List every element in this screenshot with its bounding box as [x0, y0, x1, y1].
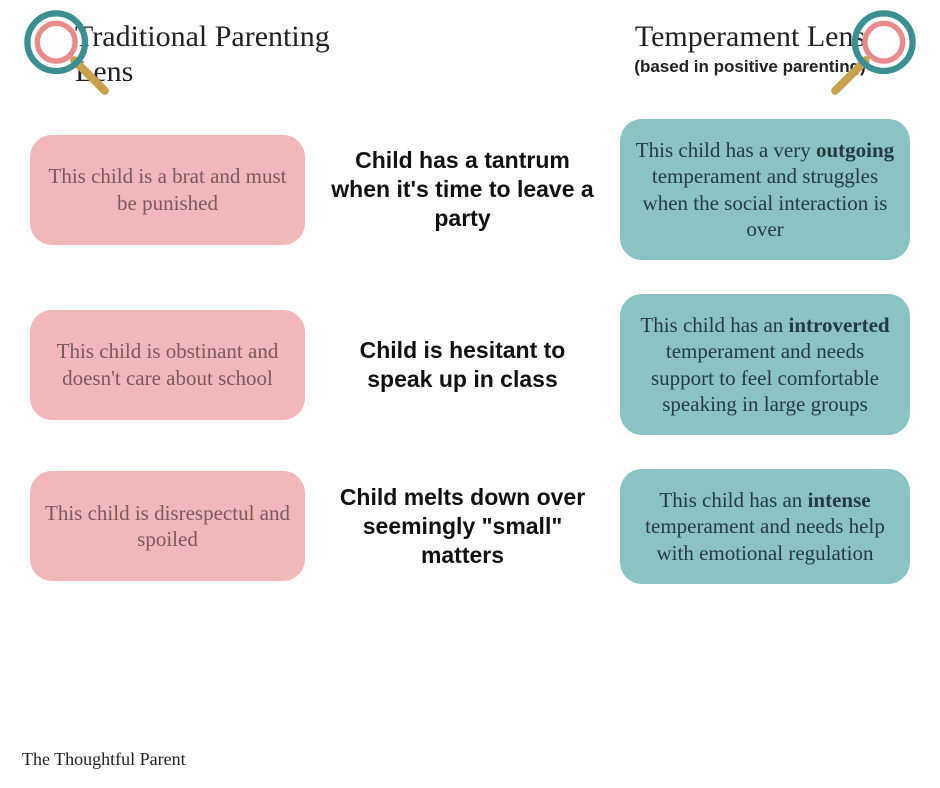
comparison-rows: This child is a brat and must be punishe… [0, 99, 940, 584]
scenario-text: Child melts down over seemingly "small" … [323, 483, 602, 569]
scenario-text: Child is hesitant to speak up in class [323, 336, 602, 394]
temperament-box: This child has an introverted temperamen… [620, 294, 910, 435]
scenario-text: Child has a tantrum when it's time to le… [323, 146, 602, 232]
magnifying-glass-icon [828, 8, 918, 98]
text-pre: This child has a very [636, 138, 816, 162]
text-bold: intense [808, 488, 871, 512]
comparison-row: This child is disrespectul and spoiled C… [30, 469, 910, 584]
traditional-text: This child is a brat and must be punishe… [44, 163, 291, 216]
traditional-text: This child is obstinant and doesn't care… [44, 338, 291, 391]
traditional-box: This child is a brat and must be punishe… [30, 135, 305, 245]
comparison-row: This child is a brat and must be punishe… [30, 119, 910, 260]
temperament-text: This child has a very outgoing temperame… [634, 137, 896, 242]
traditional-box: This child is disrespectul and spoiled [30, 471, 305, 581]
temperament-text: This child has an intense temperament an… [634, 487, 896, 566]
magnifying-glass-icon [22, 8, 112, 98]
traditional-box: This child is obstinant and doesn't care… [30, 310, 305, 420]
temperament-box: This child has an intense temperament an… [620, 469, 910, 584]
header-left: Traditional Parenting Lens [40, 20, 340, 89]
text-pre: This child has an [640, 313, 788, 337]
header-row: Traditional Parenting Lens Temperament L… [0, 0, 940, 99]
traditional-text: This child is disrespectul and spoiled [44, 500, 291, 553]
footer-credit: The Thoughtful Parent [22, 749, 186, 770]
text-bold: introverted [789, 313, 890, 337]
comparison-row: This child is obstinant and doesn't care… [30, 294, 910, 435]
header-right: Temperament Lens (based in positive pare… [600, 20, 900, 89]
text-post: temperament and struggles when the socia… [643, 164, 888, 241]
text-pre: This child has an [659, 488, 807, 512]
text-bold: outgoing [816, 138, 894, 162]
text-post: temperament and needs support to feel co… [651, 339, 879, 416]
temperament-text: This child has an introverted temperamen… [634, 312, 896, 417]
temperament-box: This child has a very outgoing temperame… [620, 119, 910, 260]
text-post: temperament and needs help with emotiona… [645, 514, 885, 564]
